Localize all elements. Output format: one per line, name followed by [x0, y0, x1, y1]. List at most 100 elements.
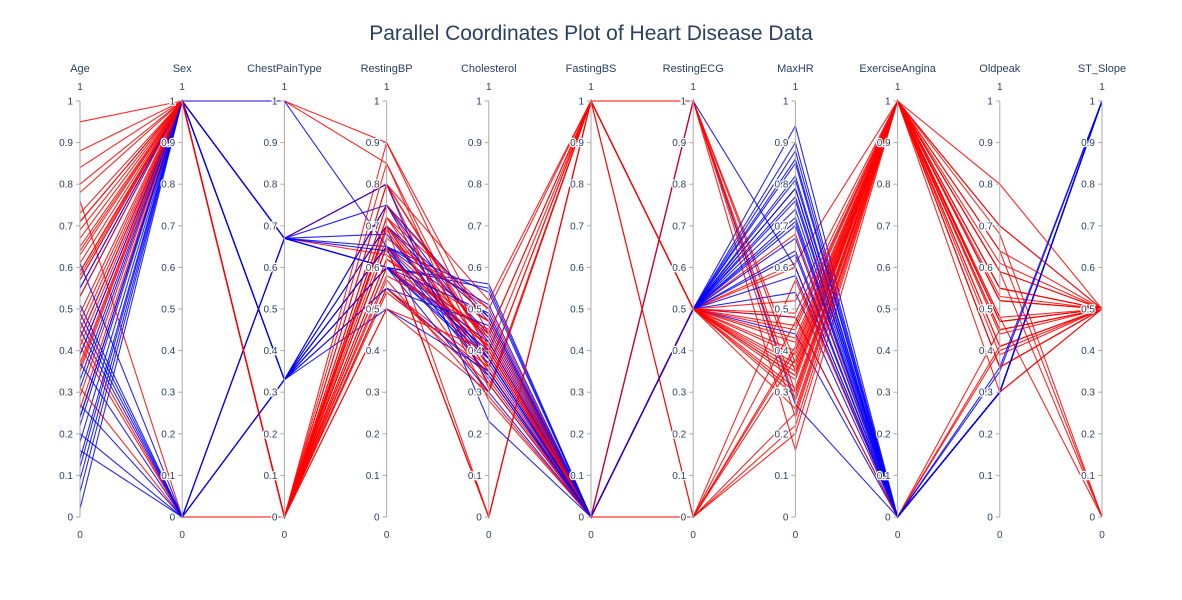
range-min-label: 0 — [690, 530, 696, 541]
tick-label: 0.9 — [366, 138, 380, 149]
tick-label: 0.3 — [468, 388, 482, 399]
tick-label: 0.4 — [979, 346, 993, 357]
tick-label: 0.1 — [263, 471, 277, 482]
tick-label: 0.8 — [570, 180, 584, 191]
tick-label: 0.7 — [59, 221, 73, 232]
tick-label: 0.1 — [979, 471, 993, 482]
axis-title[interactable]: Oldpeak — [979, 63, 1020, 75]
axis-oldpeak[interactable]: Oldpeak 1 00 0.1 0.2 0.3 0.4 0.5 0.6 0.7 0.8 0.9 1 — [978, 63, 1021, 541]
range-min-label: 0 — [895, 530, 901, 541]
tick-label: 0.9 — [570, 138, 584, 149]
range-max-label: 1 — [1099, 82, 1105, 93]
axis-sex[interactable]: Sex 1 00 0.1 0.2 0.3 0.4 0.5 0.6 0.7 0.8 0.9 1 — [160, 63, 192, 541]
axis-title[interactable]: Sex — [173, 63, 192, 75]
tick-label: 0.9 — [1081, 138, 1095, 149]
tick-label: 0.4 — [570, 346, 584, 357]
range-max-label: 1 — [588, 82, 594, 93]
range-min-label: 0 — [486, 530, 492, 541]
tick-label: 0 — [681, 513, 687, 524]
tick-label: 0.7 — [672, 221, 686, 232]
axis-restingecg[interactable]: RestingECG 1 00 0.1 0.2 0.3 0.4 0.5 0.6 0.7 0.8 0.9… — [663, 63, 724, 541]
tick-label: 0.1 — [877, 471, 891, 482]
tick-label: 1 — [170, 97, 176, 108]
tick-label: 0.2 — [468, 429, 482, 440]
tick-label: 0.9 — [979, 138, 993, 149]
tick-label: 0.5 — [774, 305, 788, 316]
axis-title[interactable]: ST_Slope — [1078, 63, 1126, 75]
tick-label: 1 — [783, 97, 789, 108]
tick-label: 0.2 — [774, 429, 788, 440]
tick-label: 0.3 — [263, 388, 277, 399]
range-min-label: 0 — [1099, 530, 1105, 541]
tick-label: 0.9 — [877, 138, 891, 149]
tick-label: 1 — [272, 97, 278, 108]
tick-label: 0.8 — [263, 180, 277, 191]
tick-label: 0.8 — [774, 180, 788, 191]
tick-label: 0.5 — [366, 305, 380, 316]
tick-label: 1 — [476, 97, 482, 108]
range-max-label: 1 — [282, 82, 288, 93]
axis-maxhr[interactable]: MaxHR 1 00 0.1 0.2 0.3 0.4 0.5 0.6 0.7 0.8 0.9 1 — [773, 63, 814, 541]
axis-title[interactable]: Age — [70, 63, 90, 75]
tick-label: 0.4 — [774, 346, 788, 357]
tick-label: 0 — [885, 513, 891, 524]
tick-label: 0.1 — [672, 471, 686, 482]
axis-fastingbs[interactable]: FastingBS 1 00 0.1 0.2 0.3 0.4 0.5 0.6 0.7 0.8 0.9 1 — [566, 63, 617, 541]
tick-label: 0.5 — [672, 305, 686, 316]
range-max-label: 1 — [384, 82, 390, 93]
tick-label: 0.6 — [672, 263, 686, 274]
range-max-label: 1 — [486, 82, 492, 93]
range-min-label: 0 — [179, 530, 185, 541]
tick-label: 0.3 — [366, 388, 380, 399]
range-max-label: 1 — [690, 82, 696, 93]
chart-title: Parallel Coordinates Plot of Heart Disea… — [369, 22, 813, 45]
axis-age[interactable]: Age 1 00 0.1 0.2 0.3 0.4 0.5 0.6 0.7 0.8 0.9 1 — [58, 63, 90, 541]
axis-st_slope[interactable]: ST_Slope 1 00 0.1 0.2 0.3 0.4 0.5 0.6 0.7 0.8 0.9 1 — [1078, 63, 1126, 541]
tick-label: 0 — [476, 513, 482, 524]
tick-label: 0.4 — [161, 346, 175, 357]
tick-label: 0.4 — [672, 346, 686, 357]
tick-label: 0.4 — [468, 346, 482, 357]
tick-label: 0.5 — [59, 305, 73, 316]
tick-label: 0.2 — [672, 429, 686, 440]
axis-restingbp[interactable]: RestingBP 1 00 0.1 0.2 0.3 0.4 0.5 0.6 0.7 0.8 0.9 1 — [361, 63, 413, 541]
tick-label: 1 — [987, 97, 993, 108]
axis-chestpaintype[interactable]: ChestPainType 1 00 0.1 0.2 0.3 0.4 0.5 0.6 0.7 0.8… — [247, 63, 322, 541]
tick-label: 0 — [783, 513, 789, 524]
axis-title[interactable]: RestingBP — [361, 63, 413, 75]
tick-label: 0.1 — [59, 471, 73, 482]
tick-label: 0.9 — [468, 138, 482, 149]
tick-label: 0.4 — [877, 346, 891, 357]
axis-title[interactable]: FastingBS — [566, 63, 617, 75]
axis-title[interactable]: Cholesterol — [461, 63, 517, 75]
tick-label: 0.7 — [774, 221, 788, 232]
tick-label: 0.7 — [877, 221, 891, 232]
tick-label: 0.4 — [366, 346, 380, 357]
tick-label: 0.9 — [161, 138, 175, 149]
tick-label: 0.5 — [979, 305, 993, 316]
axis-title[interactable]: ExerciseAngina — [859, 63, 936, 75]
tick-label: 0.6 — [979, 263, 993, 274]
tick-label: 0.6 — [161, 263, 175, 274]
tick-label: 0.5 — [570, 305, 584, 316]
axis-cholesterol[interactable]: Cholesterol 1 00 0.1 0.2 0.3 0.4 0.5 0.6 0.7 0.8 0.… — [461, 63, 517, 541]
tick-label: 0.9 — [263, 138, 277, 149]
axis-title[interactable]: RestingECG — [663, 63, 724, 75]
tick-label: 0.6 — [570, 263, 584, 274]
tick-label: 0.9 — [672, 138, 686, 149]
tick-label: 0.2 — [161, 429, 175, 440]
range-min-label: 0 — [77, 530, 83, 541]
tick-label: 1 — [374, 97, 380, 108]
tick-label: 0.7 — [570, 221, 584, 232]
tick-label: 0.5 — [1081, 305, 1095, 316]
axis-title[interactable]: MaxHR — [777, 63, 814, 75]
tick-label: 0.7 — [979, 221, 993, 232]
tick-label: 0.6 — [59, 263, 73, 274]
axis-title[interactable]: ChestPainType — [247, 63, 322, 75]
axis-exerciseangina[interactable]: ExerciseAngina 1 00 0.1 0.2 0.3 0.4 0.5 0.6 0.7 0.… — [859, 63, 936, 541]
axes-layer: Age1000.10.20.30.40.50.60.70.80.91Sex100… — [58, 63, 1126, 541]
tick-label: 0.6 — [774, 263, 788, 274]
range-min-label: 0 — [384, 530, 390, 541]
tick-label: 0.2 — [979, 429, 993, 440]
